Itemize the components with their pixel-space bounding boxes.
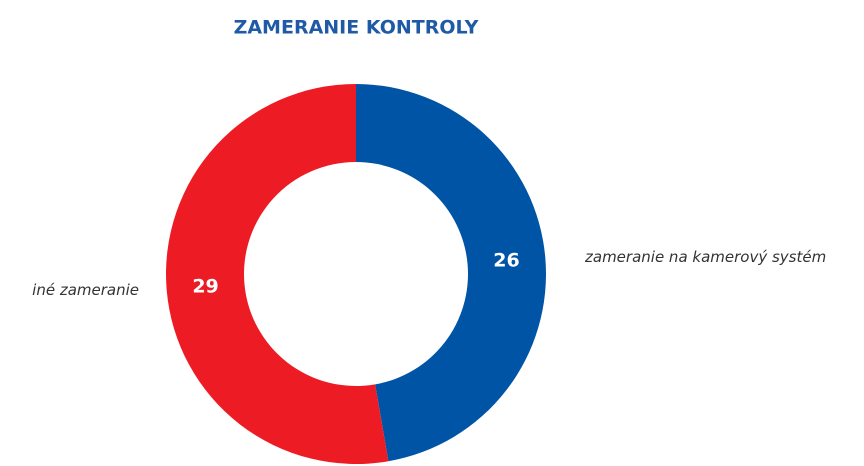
data-label: 26 (493, 250, 519, 272)
donut-slice (356, 84, 547, 462)
data-label: 29 (192, 275, 218, 297)
category-label: zameranie na kamerový systém (584, 248, 826, 266)
category-label: iné zameranie (32, 281, 139, 299)
donut-slice (166, 84, 389, 464)
chart-title: ZAMERANIE KONTROLY (234, 17, 479, 39)
